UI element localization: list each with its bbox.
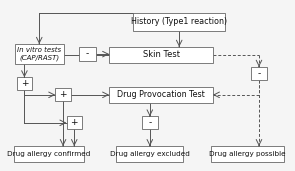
Text: -: - (257, 69, 260, 78)
Bar (55, 88, 71, 101)
Bar (142, 116, 158, 129)
Bar (17, 77, 32, 90)
Text: +: + (21, 79, 28, 88)
Bar (109, 47, 213, 63)
Text: Drug Provocation Test: Drug Provocation Test (117, 90, 205, 99)
Text: Drug allergy confirmed: Drug allergy confirmed (7, 151, 91, 157)
Bar (67, 116, 82, 129)
Text: Drug allergy excluded: Drug allergy excluded (110, 151, 190, 157)
Text: +: + (59, 90, 67, 99)
Text: -: - (86, 50, 89, 59)
Bar (79, 47, 96, 61)
Bar (133, 13, 225, 31)
Bar (251, 67, 267, 80)
Text: Skin Test: Skin Test (142, 50, 180, 60)
Text: +: + (71, 118, 78, 127)
Text: Drug allergy possible: Drug allergy possible (209, 151, 286, 157)
Bar (212, 146, 284, 162)
Text: History (Type1 reaction): History (Type1 reaction) (131, 17, 227, 26)
Text: In vitro tests
(CAP/RAST): In vitro tests (CAP/RAST) (17, 47, 61, 61)
Text: -: - (148, 118, 151, 127)
Bar (116, 146, 183, 162)
Bar (15, 44, 64, 64)
Bar (14, 146, 84, 162)
Bar (109, 87, 213, 103)
